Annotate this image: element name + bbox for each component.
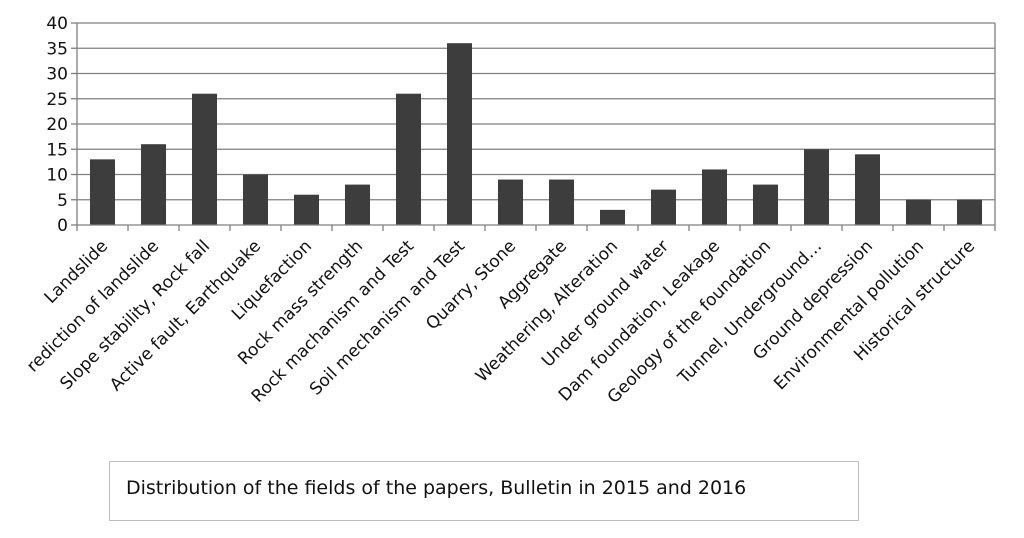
bar xyxy=(804,149,829,225)
bar xyxy=(651,189,676,225)
y-tick-label: 20 xyxy=(46,115,68,135)
y-tick-label: 40 xyxy=(46,14,68,34)
bar xyxy=(192,93,217,225)
bar xyxy=(549,179,574,225)
y-tick-label: 35 xyxy=(46,39,68,59)
y-tick-label: 10 xyxy=(46,166,68,186)
bar xyxy=(294,194,319,225)
bar xyxy=(600,209,625,225)
bar xyxy=(447,43,472,226)
y-tick-label: 25 xyxy=(46,90,68,110)
bar xyxy=(498,179,523,225)
caption-box: Distribution of the fields of the papers… xyxy=(109,461,859,521)
bar xyxy=(855,154,880,225)
bars xyxy=(90,43,982,226)
y-tick-label: 30 xyxy=(46,65,68,85)
x-tick-label: Quarry, Stone xyxy=(422,236,520,334)
y-tick-labels: 0 5 10 15 20 25 30 35 40 xyxy=(46,14,68,236)
grid-lines xyxy=(77,22,995,201)
chart-caption: Distribution of the fields of the papers… xyxy=(126,477,747,499)
bar xyxy=(243,174,268,225)
bar xyxy=(90,159,115,225)
bar xyxy=(702,169,727,225)
y-tick-label: 5 xyxy=(57,191,68,211)
bar xyxy=(906,199,931,225)
y-tick-label: 0 xyxy=(57,216,68,236)
bar xyxy=(141,144,166,225)
axes xyxy=(71,22,996,231)
bar xyxy=(345,184,370,225)
y-tick-label: 15 xyxy=(46,140,68,160)
bar xyxy=(753,184,778,225)
bar xyxy=(957,199,982,225)
bar xyxy=(396,93,421,225)
